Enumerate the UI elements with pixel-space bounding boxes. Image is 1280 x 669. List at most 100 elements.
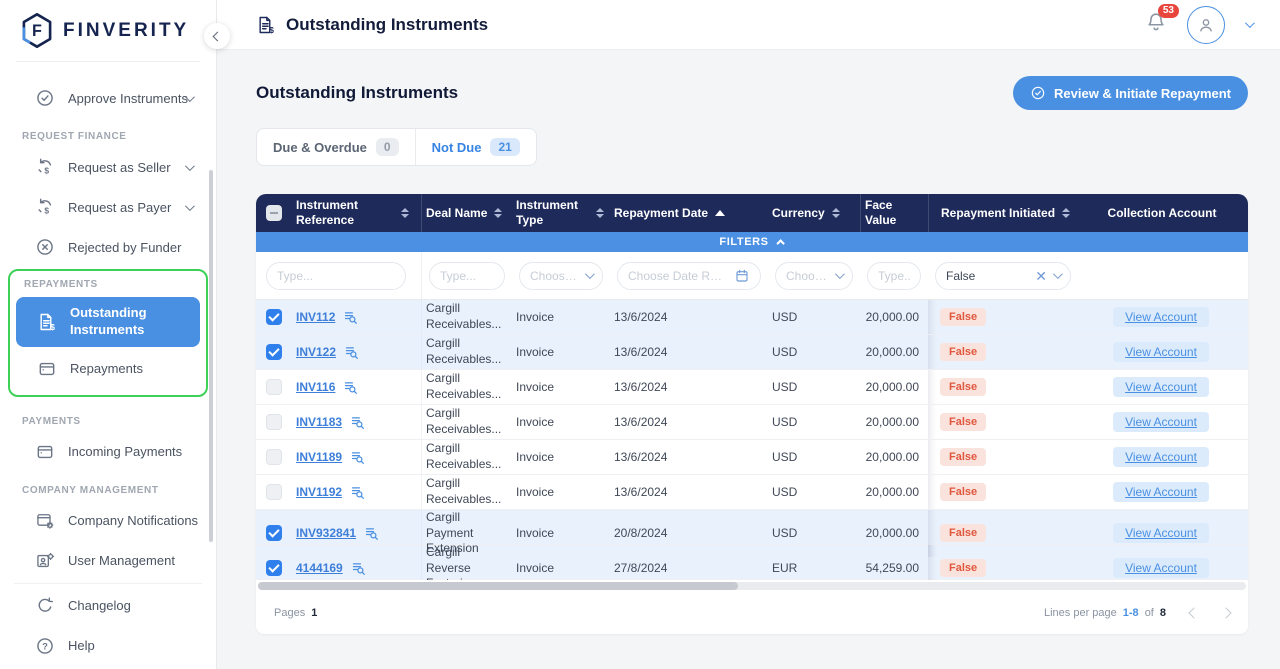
- user-menu-chevron-icon[interactable]: [1244, 18, 1255, 29]
- lines-per-page-label: Lines per page: [1044, 607, 1117, 619]
- sidebar-item-incoming-payments[interactable]: Incoming Payments: [0, 432, 216, 472]
- sidebar: FINVERITY Approve Instruments REQUEST FI…: [0, 0, 217, 669]
- currency-cell: EUR: [772, 561, 798, 576]
- next-page-button[interactable]: [1220, 607, 1232, 619]
- row-checkbox[interactable]: [266, 309, 282, 325]
- instrument-reference-link[interactable]: INV932841: [296, 526, 357, 541]
- instrument-preview-icon[interactable]: [364, 526, 379, 541]
- instrument-preview-icon[interactable]: [351, 561, 366, 576]
- sidebar-item-changelog[interactable]: Changelog: [0, 586, 216, 626]
- view-account-link[interactable]: View Account: [1113, 412, 1209, 432]
- filter-face-value-input[interactable]: [867, 261, 921, 290]
- filters-toggle-bar[interactable]: FILTERS: [256, 232, 1248, 252]
- instrument-preview-icon[interactable]: [350, 415, 365, 430]
- row-checkbox[interactable]: [266, 525, 282, 542]
- tab-due-overdue[interactable]: Due & Overdue 0: [257, 129, 415, 165]
- column-header-repayment-date[interactable]: Repayment Date: [610, 194, 768, 232]
- check-circle-icon: [1030, 85, 1046, 101]
- sidebar-item-repayments[interactable]: Repayments: [10, 349, 206, 389]
- sidebar-item-label: Request as Seller: [68, 159, 171, 175]
- sidebar-item-label: Approve Instruments: [68, 90, 188, 106]
- view-account-link[interactable]: View Account: [1113, 482, 1209, 502]
- view-account-link[interactable]: View Account: [1113, 342, 1209, 362]
- repayments-highlight-box: REPAYMENTS Outstanding Instruments Repay…: [8, 269, 208, 397]
- column-header-deal-name[interactable]: Deal Name: [422, 194, 512, 232]
- select-all-checkbox[interactable]: [266, 205, 282, 221]
- sidebar-item-company-notifications[interactable]: Company Notifications: [0, 501, 216, 541]
- filter-currency-select[interactable]: Choose...: [775, 261, 853, 290]
- table-row: 4144169 Cargill Reverse Factoring Invoic…: [256, 545, 1248, 592]
- tab-count-badge: 21: [490, 138, 520, 156]
- review-initiate-repayment-button[interactable]: Review & Initiate Repayment: [1013, 76, 1248, 110]
- instrument-reference-link[interactable]: INV1189: [296, 450, 343, 464]
- user-avatar-button[interactable]: [1187, 5, 1225, 44]
- instrument-preview-icon[interactable]: [350, 450, 365, 465]
- repayment-initiated-badge: False: [940, 483, 987, 501]
- view-account-link[interactable]: View Account: [1113, 523, 1209, 544]
- finverity-hexagon-icon: [20, 12, 54, 49]
- wallet-icon: [37, 359, 57, 379]
- check-circle-icon: [35, 88, 55, 108]
- instrument-reference-link[interactable]: INV1183: [296, 415, 343, 429]
- filter-deal-name-input[interactable]: [429, 261, 505, 290]
- sidebar-item-outstanding-instruments[interactable]: Outstanding Instruments: [16, 297, 200, 347]
- column-header-instrument-reference[interactable]: Instrument Reference: [292, 194, 422, 232]
- sidebar-item-approve-instruments[interactable]: Approve Instruments: [0, 78, 216, 118]
- sidebar-scrollbar[interactable]: [209, 170, 213, 542]
- currency-cell: USD: [772, 450, 798, 464]
- column-header-instrument-type[interactable]: Instrument Type: [512, 194, 610, 232]
- row-checkbox[interactable]: [266, 379, 282, 395]
- row-checkbox[interactable]: [266, 484, 282, 500]
- tab-not-due[interactable]: Not Due 21: [414, 129, 536, 165]
- deal-name-cell: Cargill Receivables...: [426, 301, 502, 331]
- view-account-link[interactable]: View Account: [1113, 558, 1209, 579]
- column-header-currency[interactable]: Currency: [768, 194, 860, 232]
- previous-page-button[interactable]: [1188, 607, 1200, 619]
- sidebar-item-rejected-by-funder[interactable]: Rejected by Funder: [0, 227, 216, 267]
- instrument-preview-icon[interactable]: [343, 380, 358, 395]
- instrument-type-cell: Invoice: [516, 450, 555, 464]
- sidebar-collapse-button[interactable]: [204, 23, 230, 49]
- brand-logo[interactable]: FINVERITY: [0, 0, 216, 59]
- scrollbar-thumb[interactable]: [258, 582, 738, 590]
- sidebar-item-label: Help: [68, 638, 95, 654]
- instrument-reference-link[interactable]: 4144169: [296, 561, 343, 576]
- row-checkbox[interactable]: [266, 560, 282, 577]
- sidebar-item-user-management[interactable]: User Management: [0, 541, 216, 581]
- instrument-preview-icon[interactable]: [350, 485, 365, 500]
- row-checkbox[interactable]: [266, 449, 282, 465]
- instrument-reference-link[interactable]: INV1192: [296, 485, 343, 499]
- filter-instrument-type-select[interactable]: Choose...: [519, 261, 603, 290]
- currency-cell: USD: [772, 310, 798, 324]
- page-title: Outstanding Instruments: [256, 15, 488, 35]
- instrument-reference-link[interactable]: INV122: [296, 345, 337, 359]
- x-circle-icon: [35, 237, 55, 257]
- filter-instrument-reference-input[interactable]: [266, 261, 406, 290]
- sidebar-item-request-as-seller[interactable]: Request as Seller: [0, 147, 216, 187]
- filter-repayment-initiated-select[interactable]: False ✕: [935, 261, 1071, 290]
- repayment-date-cell: 13/6/2024: [614, 345, 668, 359]
- view-account-link[interactable]: View Account: [1113, 377, 1209, 397]
- instrument-reference-link[interactable]: INV116: [296, 380, 336, 394]
- instrument-preview-icon[interactable]: [344, 345, 359, 360]
- row-checkbox[interactable]: [266, 344, 282, 360]
- row-checkbox[interactable]: [266, 414, 282, 430]
- column-header-repayment-initiated[interactable]: Repayment Initiated: [928, 194, 1078, 232]
- chevron-down-icon: [1052, 269, 1063, 280]
- clear-filter-icon[interactable]: ✕: [1035, 267, 1047, 284]
- filter-date-range-picker[interactable]: Choose Date Range: [617, 261, 761, 290]
- notification-count-badge: 53: [1157, 4, 1179, 18]
- instrument-preview-icon[interactable]: [343, 310, 358, 325]
- view-account-link[interactable]: View Account: [1113, 307, 1209, 327]
- exchange-dollar-icon: [35, 157, 55, 177]
- sidebar-item-label: Rejected by Funder: [68, 239, 182, 255]
- sidebar-item-help[interactable]: Help: [0, 626, 216, 666]
- instrument-reference-link[interactable]: INV112: [296, 310, 336, 324]
- sidebar-item-request-as-payer[interactable]: Request as Payer: [0, 187, 216, 227]
- wallet-icon: [35, 442, 55, 462]
- face-value-cell: 20,000.00: [865, 310, 919, 324]
- view-account-link[interactable]: View Account: [1113, 447, 1209, 467]
- repayment-initiated-badge: False: [940, 378, 987, 396]
- chevron-down-icon: [184, 200, 195, 211]
- notifications-button[interactable]: 53: [1145, 4, 1179, 38]
